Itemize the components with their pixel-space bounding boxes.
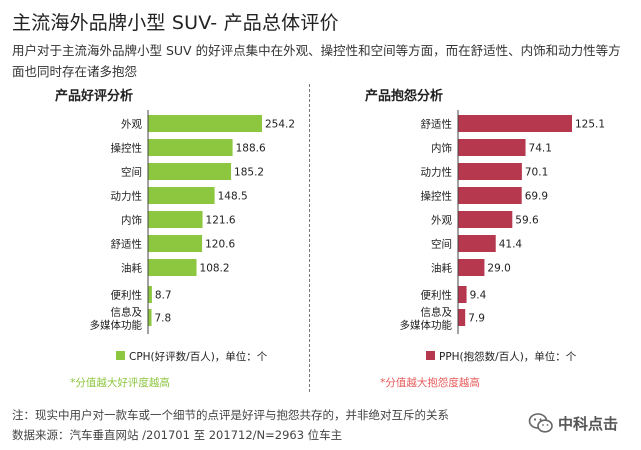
complaint-category-label: 便利性 [421, 289, 453, 302]
praise-value-label: 254.2 [265, 119, 295, 131]
page-subtitle: 用户对于主流海外品牌小型 SUV 的好评点集中在外观、操控性和空间等方面，而在舒… [12, 43, 621, 79]
praise-bar [148, 286, 152, 303]
praise-category-label: 便利性 [111, 289, 143, 302]
complaint-value-label: 59.6 [515, 215, 539, 227]
complaint-value-label: 9.4 [470, 290, 487, 302]
complaint-category-label: 操控性 [421, 190, 453, 203]
praise-value-label: 8.7 [155, 290, 172, 302]
praise-bar [148, 187, 215, 204]
complaint-category-label: 舒适性 [421, 118, 453, 131]
complaint-legend-label: PPH(抱怨数/百人)，单位：个 [439, 350, 577, 363]
complaint-bar [458, 235, 496, 252]
complaint-bar [458, 139, 526, 156]
complaint-category-label: 动力性 [421, 166, 453, 179]
complaint-category-line: 信息及 [421, 306, 453, 319]
complaint-bar [458, 211, 513, 228]
complaint-chart-title: 产品抱怨分析 [365, 88, 443, 104]
complaint-value-label: 74.1 [529, 143, 552, 155]
praise-bar [148, 259, 197, 276]
praise-chart-title: 产品好评分析 [55, 88, 133, 104]
praise-bar [148, 115, 262, 132]
praise-category-label: 信息及多媒体功能 [90, 306, 143, 332]
complaint-category-line: 多媒体功能 [400, 319, 453, 332]
brand-name: 中科点击 [558, 414, 619, 433]
praise-value-label: 120.6 [205, 239, 235, 251]
complaint-legend-swatch [426, 351, 435, 360]
complaint-chart: 产品抱怨分析 125.1 舒适性 74.1 内饰 70.1 动力性 69.9 操控性 59.6 外观… [318, 84, 618, 396]
complaint-value-label: 7.9 [468, 313, 485, 325]
praise-value-label: 188.6 [236, 143, 266, 155]
praise-chart-svg: 产品好评分析 254.2 外观 188.6 操控性 185.2 空间 148.5 动力性 121.… [55, 88, 295, 389]
complaint-value-label: 29.0 [487, 263, 510, 275]
praise-category-label: 内饰 [121, 214, 142, 227]
praise-bar [148, 211, 203, 228]
praise-category-label: 舒适性 [111, 238, 143, 251]
complaint-bar [458, 259, 485, 276]
praise-bar [148, 235, 203, 252]
praise-value-label: 108.2 [200, 263, 230, 275]
complaint-category-label: 空间 [431, 238, 452, 251]
praise-bar [148, 139, 233, 156]
chart-divider [309, 84, 310, 392]
praise-value-label: 185.2 [234, 167, 264, 179]
complaint-value-label: 70.1 [525, 167, 548, 179]
praise-bar [148, 309, 152, 326]
complaint-bar [458, 163, 522, 180]
complaint-category-label: 油耗 [431, 262, 452, 275]
complaint-bar [458, 115, 572, 132]
page-title: 主流海外品牌小型 SUV- 产品总体评价 [12, 12, 339, 34]
complaint-category-label: 外观 [431, 215, 452, 227]
brand-logo: 中科点击 [528, 412, 618, 434]
complaint-chart-svg: 产品抱怨分析 125.1 舒适性 74.1 内饰 70.1 动力性 69.9 操控性 59.6 外观… [365, 88, 605, 389]
complaint-bar [458, 309, 466, 326]
complaint-category-label: 信息及多媒体功能 [400, 306, 453, 332]
complaint-value-label: 69.9 [525, 191, 548, 203]
source-text: 数据来源：汽车垂直网站 /201701 至 201712/N=2963 位车主 [12, 428, 343, 442]
complaint-value-label: 41.4 [499, 239, 523, 251]
praise-bar [148, 163, 232, 180]
praise-legend-swatch [116, 351, 125, 360]
praise-chart: 产品好评分析 254.2 外观 188.6 操控性 185.2 空间 148.5 动力性 121.… [8, 84, 308, 396]
praise-category-label: 油耗 [121, 262, 142, 275]
wechat-icon [528, 413, 553, 433]
praise-category-line: 多媒体功能 [90, 319, 143, 332]
praise-category-label: 外观 [121, 119, 142, 131]
praise-category-line: 信息及 [111, 306, 143, 319]
praise-category-label: 操控性 [111, 142, 143, 155]
praise-category-label: 动力性 [111, 190, 143, 203]
footnote-text: 注：现实中用户对一款车或一个细节的点评是好评与抱怨共存的，并非绝对互斥的关系 [12, 408, 449, 422]
praise-value-label: 121.6 [206, 215, 236, 227]
complaint-value-label: 125.1 [575, 119, 605, 131]
complaint-bar [458, 187, 522, 204]
praise-value-label: 148.5 [218, 191, 248, 203]
praise-category-label: 空间 [121, 166, 142, 179]
complaint-category-label: 内饰 [431, 142, 452, 155]
praise-value-label: 7.8 [154, 313, 171, 325]
praise-legend-label: CPH(好评数/百人)，单位：个 [129, 350, 268, 363]
complaint-bar [458, 286, 467, 303]
praise-scale-note: *分值越大好评度越高 [70, 376, 170, 389]
complaint-scale-note: *分值越大抱怨度越高 [380, 376, 480, 389]
